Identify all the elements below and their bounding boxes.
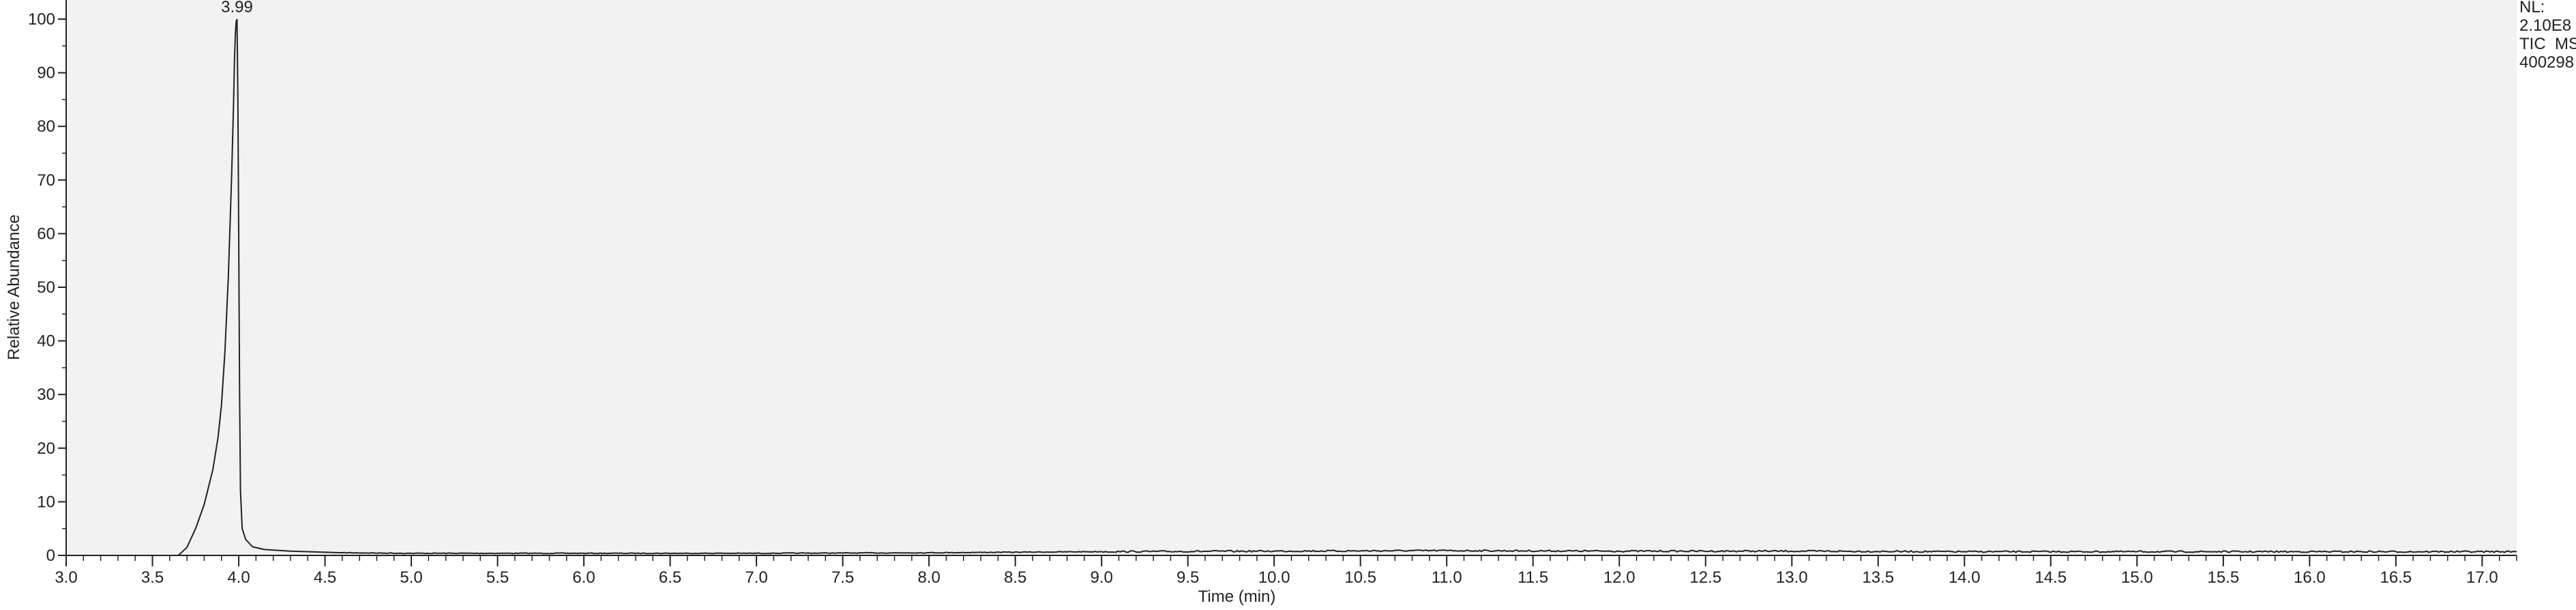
x-tick-label: 17.0 — [2466, 568, 2498, 587]
y-tick-label: 100 — [28, 10, 55, 29]
x-tick-label: 14.0 — [1949, 568, 1981, 587]
x-tick-label: 13.0 — [1776, 568, 1808, 587]
x-tick-label: 15.5 — [2207, 568, 2239, 587]
y-tick-label: 40 — [37, 332, 55, 351]
y-tick-label: 0 — [46, 547, 55, 565]
y-tick-label: 20 — [37, 439, 55, 458]
y-tick-label: 70 — [37, 171, 55, 190]
x-tick-label: 6.0 — [572, 568, 595, 587]
y-tick-label: 50 — [37, 278, 55, 297]
x-tick-label: 5.5 — [486, 568, 509, 587]
y-tick-label: 10 — [37, 493, 55, 511]
y-tick-label: 80 — [37, 117, 55, 136]
x-tick-label: 4.5 — [314, 568, 336, 587]
x-tick-label: 15.0 — [2121, 568, 2153, 587]
x-tick-label: 10.5 — [1344, 568, 1376, 587]
file-id: 400298 — [2519, 53, 2574, 72]
info-box: NL: 2.10E8 TIC MS 400298 — [2519, 0, 2576, 72]
x-tick-label: 7.5 — [831, 568, 854, 587]
x-tick-label: 4.0 — [227, 568, 250, 587]
x-tick-label: 16.5 — [2380, 568, 2412, 587]
x-tick-label: 3.0 — [55, 568, 77, 587]
x-tick-label: 6.5 — [659, 568, 681, 587]
x-tick-label: 11.0 — [1432, 568, 1462, 587]
x-tick-label: 3.5 — [141, 568, 164, 587]
x-axis: 3.0 3.5 4.0 4.5 5.0 5.5 6.0 6.5 7.0 7.5 8.0 8.5 9.0 9… — [55, 555, 2517, 587]
series-line — [66, 18, 2517, 556]
x-tick-label: 12.0 — [1603, 568, 1635, 587]
y-tick-label: 90 — [37, 64, 55, 83]
x-tick-label: 7.0 — [745, 568, 767, 587]
x-tick-label: 12.5 — [1689, 568, 1721, 587]
y-axis-title: Relative Abundance — [5, 214, 23, 360]
x-tick-label: 16.0 — [2294, 568, 2326, 587]
x-tick-label: 14.5 — [2034, 568, 2067, 587]
x-tick-label: 8.5 — [1004, 568, 1026, 587]
x-tick-label: 9.0 — [1090, 568, 1112, 587]
x-tick-label: 10.0 — [1258, 568, 1290, 587]
nl-value: 2.10E8 — [2519, 16, 2571, 35]
x-tick-label: 9.5 — [1176, 568, 1199, 587]
y-axis: 0 10 20 30 40 50 60 70 80 90 100 — [28, 0, 67, 565]
y-tick-label: 30 — [37, 386, 55, 404]
x-tick-label: 8.0 — [917, 568, 940, 587]
peak-label: 3.99 — [221, 0, 253, 16]
x-tick-label: 5.0 — [400, 568, 422, 587]
plot-area — [66, 0, 2517, 555]
x-axis-title: Time (min) — [1198, 587, 1276, 606]
x-tick-label: 13.5 — [1862, 568, 1894, 587]
x-tick-label: 11.5 — [1518, 568, 1548, 587]
scan-filter: TIC MS — [2519, 35, 2576, 53]
nl-label: NL: — [2519, 0, 2545, 16]
y-tick-label: 60 — [37, 224, 55, 243]
